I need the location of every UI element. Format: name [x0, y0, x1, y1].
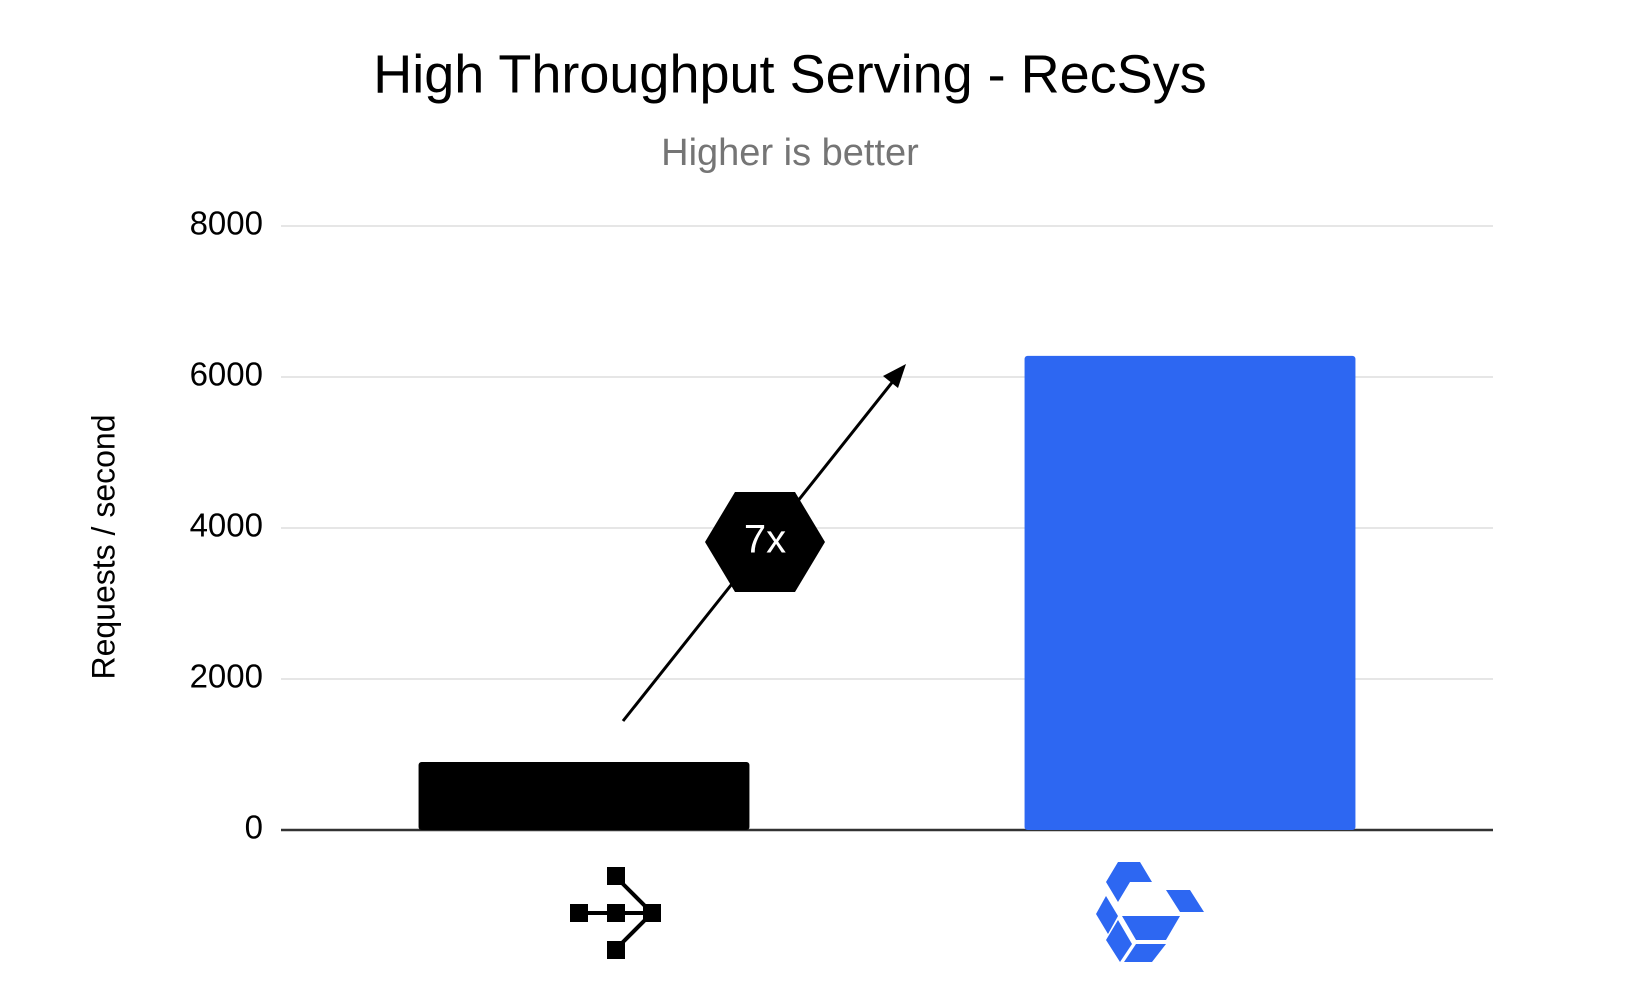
- grid: 0 2000 4000 6000 8000: [190, 205, 1493, 846]
- y-tick-label: 2000: [190, 658, 263, 695]
- annotation-text: 7x: [744, 518, 786, 562]
- y-axis-label: Requests / second: [85, 414, 121, 679]
- y-tick-label: 4000: [190, 507, 263, 544]
- bar: [1024, 355, 1356, 830]
- y-tick-label: 8000: [190, 205, 263, 242]
- chart-title: High Throughput Serving - RecSys: [373, 44, 1206, 104]
- chart-subtitle: Higher is better: [661, 132, 919, 174]
- y-tick-label: 0: [245, 809, 263, 846]
- bars: [418, 355, 1356, 830]
- arrow-head: [883, 364, 906, 388]
- annotation-badge: [705, 492, 825, 592]
- bar: [418, 762, 750, 830]
- left-icon: [570, 867, 661, 959]
- y-tick-label: 6000: [190, 356, 263, 393]
- right-icon: [1096, 862, 1204, 962]
